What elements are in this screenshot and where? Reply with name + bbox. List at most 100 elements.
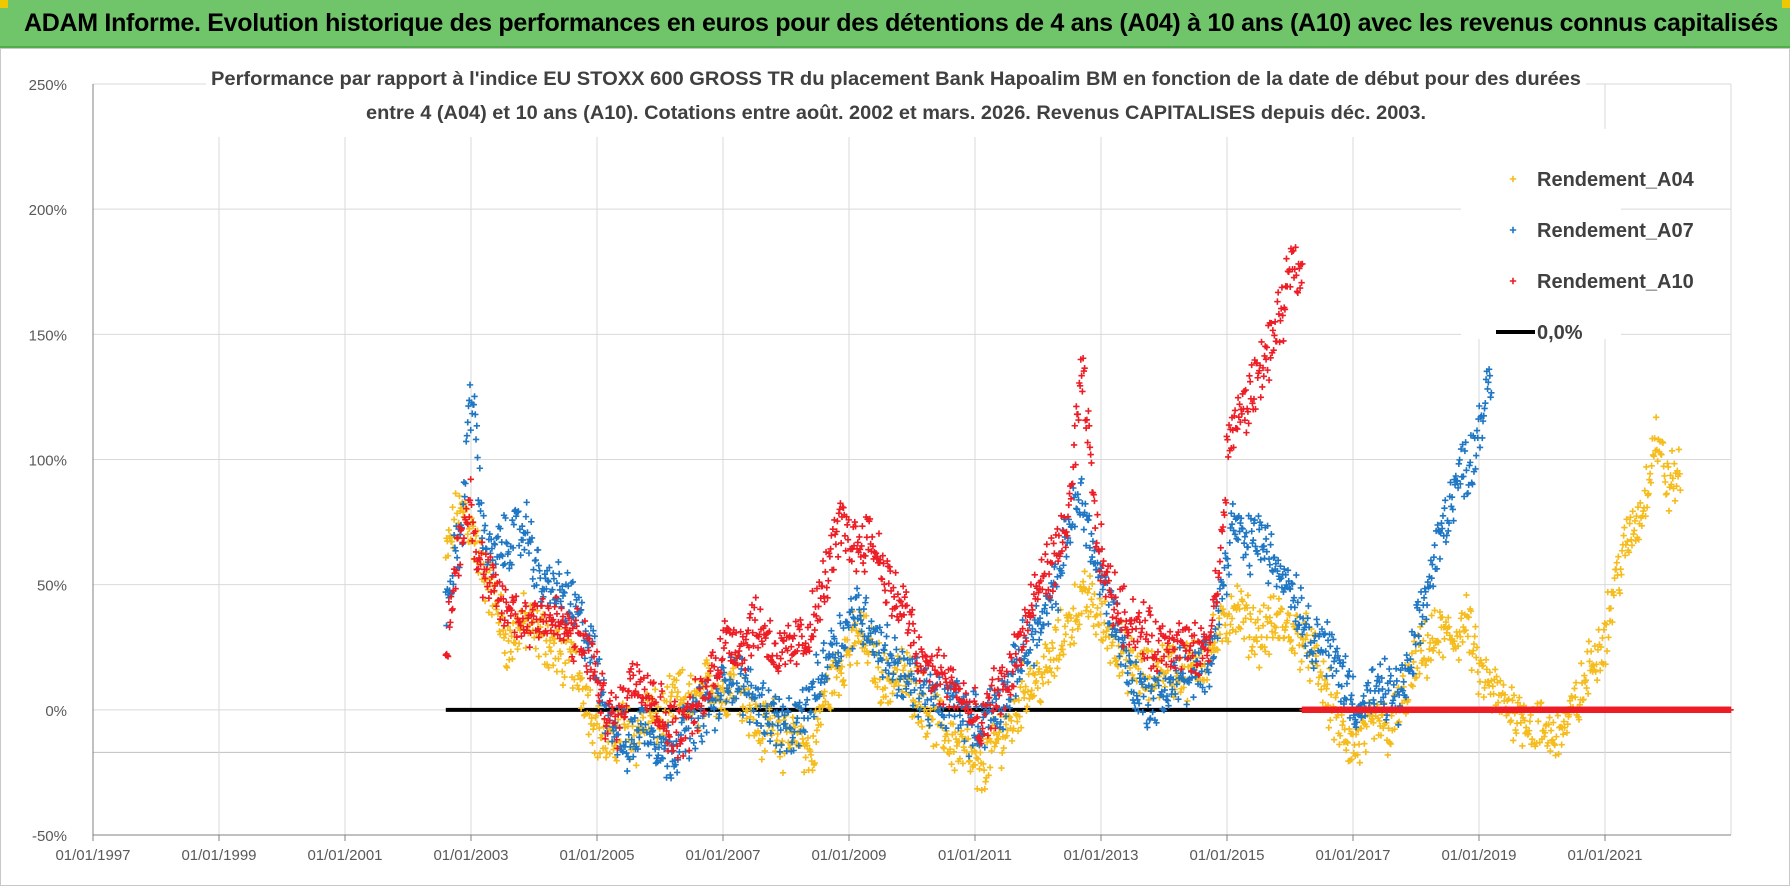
data-point-rendement-a07 <box>851 621 858 629</box>
data-point-rendement-a07 <box>754 719 761 727</box>
data-point-rendement-a10 <box>879 552 886 559</box>
data-point-rendement-a07 <box>1075 496 1082 504</box>
data-point-rendement-a10 <box>962 690 970 697</box>
data-point-rendement-a10 <box>496 578 503 586</box>
data-point-rendement-a10 <box>883 599 890 606</box>
data-point-rendement-a07 <box>858 628 865 635</box>
data-point-rendement-a07 <box>698 738 706 745</box>
data-point-rendement-a10 <box>984 732 992 739</box>
data-point-rendement-a04 <box>466 525 473 533</box>
data-point-rendement-a07 <box>729 699 736 706</box>
data-point-rendement-a07 <box>1340 700 1348 708</box>
data-point-rendement-a04 <box>1624 538 1631 545</box>
data-point-rendement-a07 <box>949 693 957 700</box>
data-point-rendement-a07 <box>1305 623 1313 631</box>
data-point-rendement-a10 <box>527 629 534 637</box>
data-point-rendement-a07 <box>794 715 801 722</box>
data-point-rendement-a04 <box>1564 720 1571 728</box>
data-point-rendement-a04 <box>514 645 521 653</box>
data-point-rendement-a04 <box>1673 482 1680 490</box>
data-point-rendement-a07 <box>515 508 522 515</box>
data-point-rendement-a07 <box>1441 504 1448 512</box>
data-point-rendement-a04 <box>1265 604 1272 612</box>
data-point-rendement-a10 <box>1231 412 1238 420</box>
data-point-rendement-a10 <box>1058 547 1066 555</box>
data-point-rendement-a04 <box>863 647 871 655</box>
data-point-rendement-a10 <box>672 715 679 722</box>
data-point-rendement-a07 <box>888 655 896 662</box>
data-point-rendement-a04 <box>586 711 593 718</box>
data-point-rendement-a10 <box>587 666 595 673</box>
data-point-rendement-a10 <box>662 709 669 716</box>
data-point-rendement-a07 <box>1304 615 1311 622</box>
data-point-rendement-a07 <box>564 569 571 576</box>
data-point-rendement-a10 <box>1020 643 1027 651</box>
data-point-rendement-a04 <box>881 684 889 692</box>
data-point-rendement-a10 <box>1260 373 1267 380</box>
data-point-rendement-a10 <box>1176 654 1184 661</box>
data-point-rendement-a10 <box>869 543 877 550</box>
data-point-rendement-a07 <box>645 752 653 759</box>
data-point-rendement-a10 <box>728 651 735 658</box>
data-point-rendement-a07 <box>625 731 632 739</box>
data-point-rendement-a07 <box>1442 538 1450 546</box>
data-point-rendement-a10 <box>931 667 939 674</box>
data-point-rendement-a07 <box>1081 509 1088 516</box>
data-point-rendement-a07 <box>855 591 862 599</box>
data-point-rendement-a04 <box>1578 660 1585 667</box>
data-point-rendement-a04 <box>1008 737 1016 745</box>
data-point-rendement-a10 <box>528 619 536 626</box>
data-point-rendement-a07 <box>1447 479 1454 486</box>
data-point-rendement-a07 <box>1291 604 1298 611</box>
data-point-rendement-a07 <box>725 689 732 696</box>
data-point-rendement-a07 <box>1277 575 1285 582</box>
data-point-rendement-a10 <box>550 630 558 637</box>
data-point-rendement-a04 <box>1490 690 1497 698</box>
data-point-rendement-a10 <box>1048 534 1055 542</box>
data-point-rendement-a04 <box>1507 717 1515 724</box>
data-point-rendement-a10 <box>620 685 627 692</box>
data-point-rendement-a07 <box>1024 658 1032 666</box>
data-point-rendement-a10 <box>1030 590 1038 598</box>
data-point-rendement-a10 <box>750 642 757 650</box>
data-point-rendement-a10 <box>463 505 470 512</box>
data-point-rendement-a10 <box>1114 610 1122 617</box>
data-point-rendement-a10 <box>456 561 464 568</box>
data-point-rendement-a10 <box>1087 451 1094 458</box>
data-point-rendement-a04 <box>1234 582 1241 590</box>
data-point-rendement-a07 <box>1260 542 1267 550</box>
data-point-rendement-a07 <box>924 716 932 723</box>
data-point-rendement-a10 <box>1042 550 1049 558</box>
data-point-rendement-a10 <box>1184 654 1192 662</box>
data-point-rendement-a07 <box>1089 538 1097 545</box>
data-point-rendement-a10 <box>1258 338 1265 346</box>
data-point-rendement-a04 <box>1315 680 1322 688</box>
data-point-rendement-a07 <box>686 755 693 762</box>
data-point-rendement-a07 <box>879 673 886 681</box>
data-point-rendement-a04 <box>986 764 994 771</box>
data-point-rendement-a04 <box>766 715 774 722</box>
data-point-rendement-a04 <box>1045 648 1053 655</box>
data-point-rendement-a04 <box>639 714 647 721</box>
data-point-rendement-a10 <box>1079 388 1086 395</box>
data-point-rendement-a07 <box>1135 708 1142 715</box>
data-point-rendement-a04 <box>1275 595 1283 603</box>
data-point-rendement-a04 <box>1665 507 1673 514</box>
data-point-rendement-a07 <box>499 552 506 560</box>
data-point-rendement-a04 <box>1074 625 1082 633</box>
data-point-rendement-a10 <box>1275 310 1283 318</box>
data-point-rendement-a04 <box>980 760 987 768</box>
data-point-rendement-a07 <box>1318 625 1326 633</box>
data-point-rendement-a07 <box>1126 652 1133 659</box>
data-point-rendement-a10 <box>1243 429 1250 436</box>
data-point-rendement-a07 <box>873 640 880 647</box>
data-point-rendement-a04 <box>652 686 659 693</box>
data-point-rendement-a04 <box>1100 629 1107 636</box>
data-point-rendement-a10 <box>890 584 897 591</box>
data-point-rendement-a07 <box>1155 682 1162 689</box>
data-point-rendement-a04 <box>922 733 930 741</box>
data-point-rendement-a07 <box>1420 594 1428 602</box>
data-point-rendement-a04 <box>980 766 988 774</box>
data-point-rendement-a10 <box>745 644 753 651</box>
data-point-rendement-a04 <box>974 785 981 792</box>
